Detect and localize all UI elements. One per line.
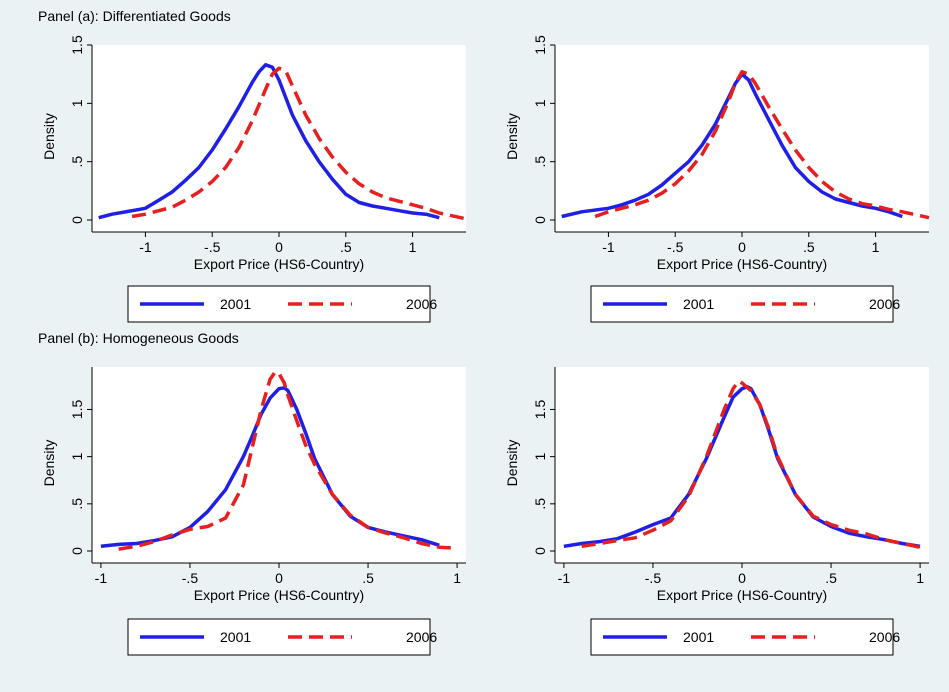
x-axis-label: Export Price (HS6-Country) <box>657 256 827 272</box>
y-tick-label: 0 <box>69 216 85 224</box>
x-tick-label: .5 <box>362 570 374 586</box>
y-tick-label: .5 <box>532 498 548 510</box>
y-axis-label: Density <box>504 440 520 487</box>
panel-a-title: Panel (a): Differentiated Goods <box>38 8 231 24</box>
x-tick-label: -1 <box>602 239 615 255</box>
plot-area <box>555 367 929 563</box>
y-tick-label: 1 <box>69 453 85 461</box>
y-tick-label: .5 <box>69 156 85 168</box>
y-tick-label: 1 <box>532 453 548 461</box>
x-tick-label: -1 <box>95 570 108 586</box>
legend-label-2006: 2006 <box>406 629 437 645</box>
y-tick-label: 1 <box>532 99 548 107</box>
x-tick-label: -1 <box>139 239 152 255</box>
x-axis-label: Export Price (HS6-Country) <box>657 587 827 603</box>
legend-label-2001: 2001 <box>220 629 251 645</box>
y-axis-label: Density <box>504 113 520 160</box>
legend-label-2001: 2001 <box>683 629 714 645</box>
panel-b-title: Panel (b): Homogeneous Goods <box>38 330 239 346</box>
x-tick-label: 0 <box>275 239 283 255</box>
x-tick-label: 1 <box>453 570 461 586</box>
y-tick-label: .5 <box>69 498 85 510</box>
y-tick-label: 0 <box>532 216 548 224</box>
x-tick-label: 1 <box>872 239 880 255</box>
x-tick-label: -.5 <box>667 239 684 255</box>
x-axis-label: Export Price (HS6-Country) <box>194 256 364 272</box>
series-2006 <box>131 66 467 221</box>
x-tick-label: .5 <box>340 239 352 255</box>
series-2001 <box>98 63 440 220</box>
plot-area <box>92 367 466 563</box>
legend-label-2006: 2006 <box>869 629 900 645</box>
y-tick-label: 0 <box>532 547 548 555</box>
y-tick-label: .5 <box>532 156 548 168</box>
y-tick-label: 1.5 <box>69 400 85 420</box>
x-tick-label: -.5 <box>645 570 662 586</box>
x-tick-label: .5 <box>803 239 815 255</box>
x-tick-label: -.5 <box>182 570 199 586</box>
y-tick-label: 1.5 <box>532 35 548 55</box>
x-tick-label: -1 <box>558 570 571 586</box>
y-tick-label: 0 <box>69 547 85 555</box>
series-2006 <box>581 379 921 549</box>
series-2006 <box>118 369 458 551</box>
y-tick-label: 1.5 <box>69 35 85 55</box>
x-tick-label: 1 <box>409 239 417 255</box>
legend-label-2001: 2001 <box>220 296 251 312</box>
y-tick-label: 1 <box>69 99 85 107</box>
y-axis-label: Density <box>41 440 57 487</box>
x-tick-label: .5 <box>825 570 837 586</box>
x-tick-label: 0 <box>275 570 283 586</box>
legend-label-2006: 2006 <box>406 296 437 312</box>
x-axis-label: Export Price (HS6-Country) <box>194 587 364 603</box>
x-tick-label: -.5 <box>204 239 221 255</box>
legend-label-2001: 2001 <box>683 296 714 312</box>
x-tick-label: 0 <box>738 570 746 586</box>
y-axis-label: Density <box>41 113 57 160</box>
x-tick-label: 1 <box>916 570 924 586</box>
x-tick-label: 0 <box>738 239 746 255</box>
y-tick-label: 1.5 <box>532 400 548 420</box>
legend-label-2006: 2006 <box>869 296 900 312</box>
plot-area <box>92 45 466 232</box>
